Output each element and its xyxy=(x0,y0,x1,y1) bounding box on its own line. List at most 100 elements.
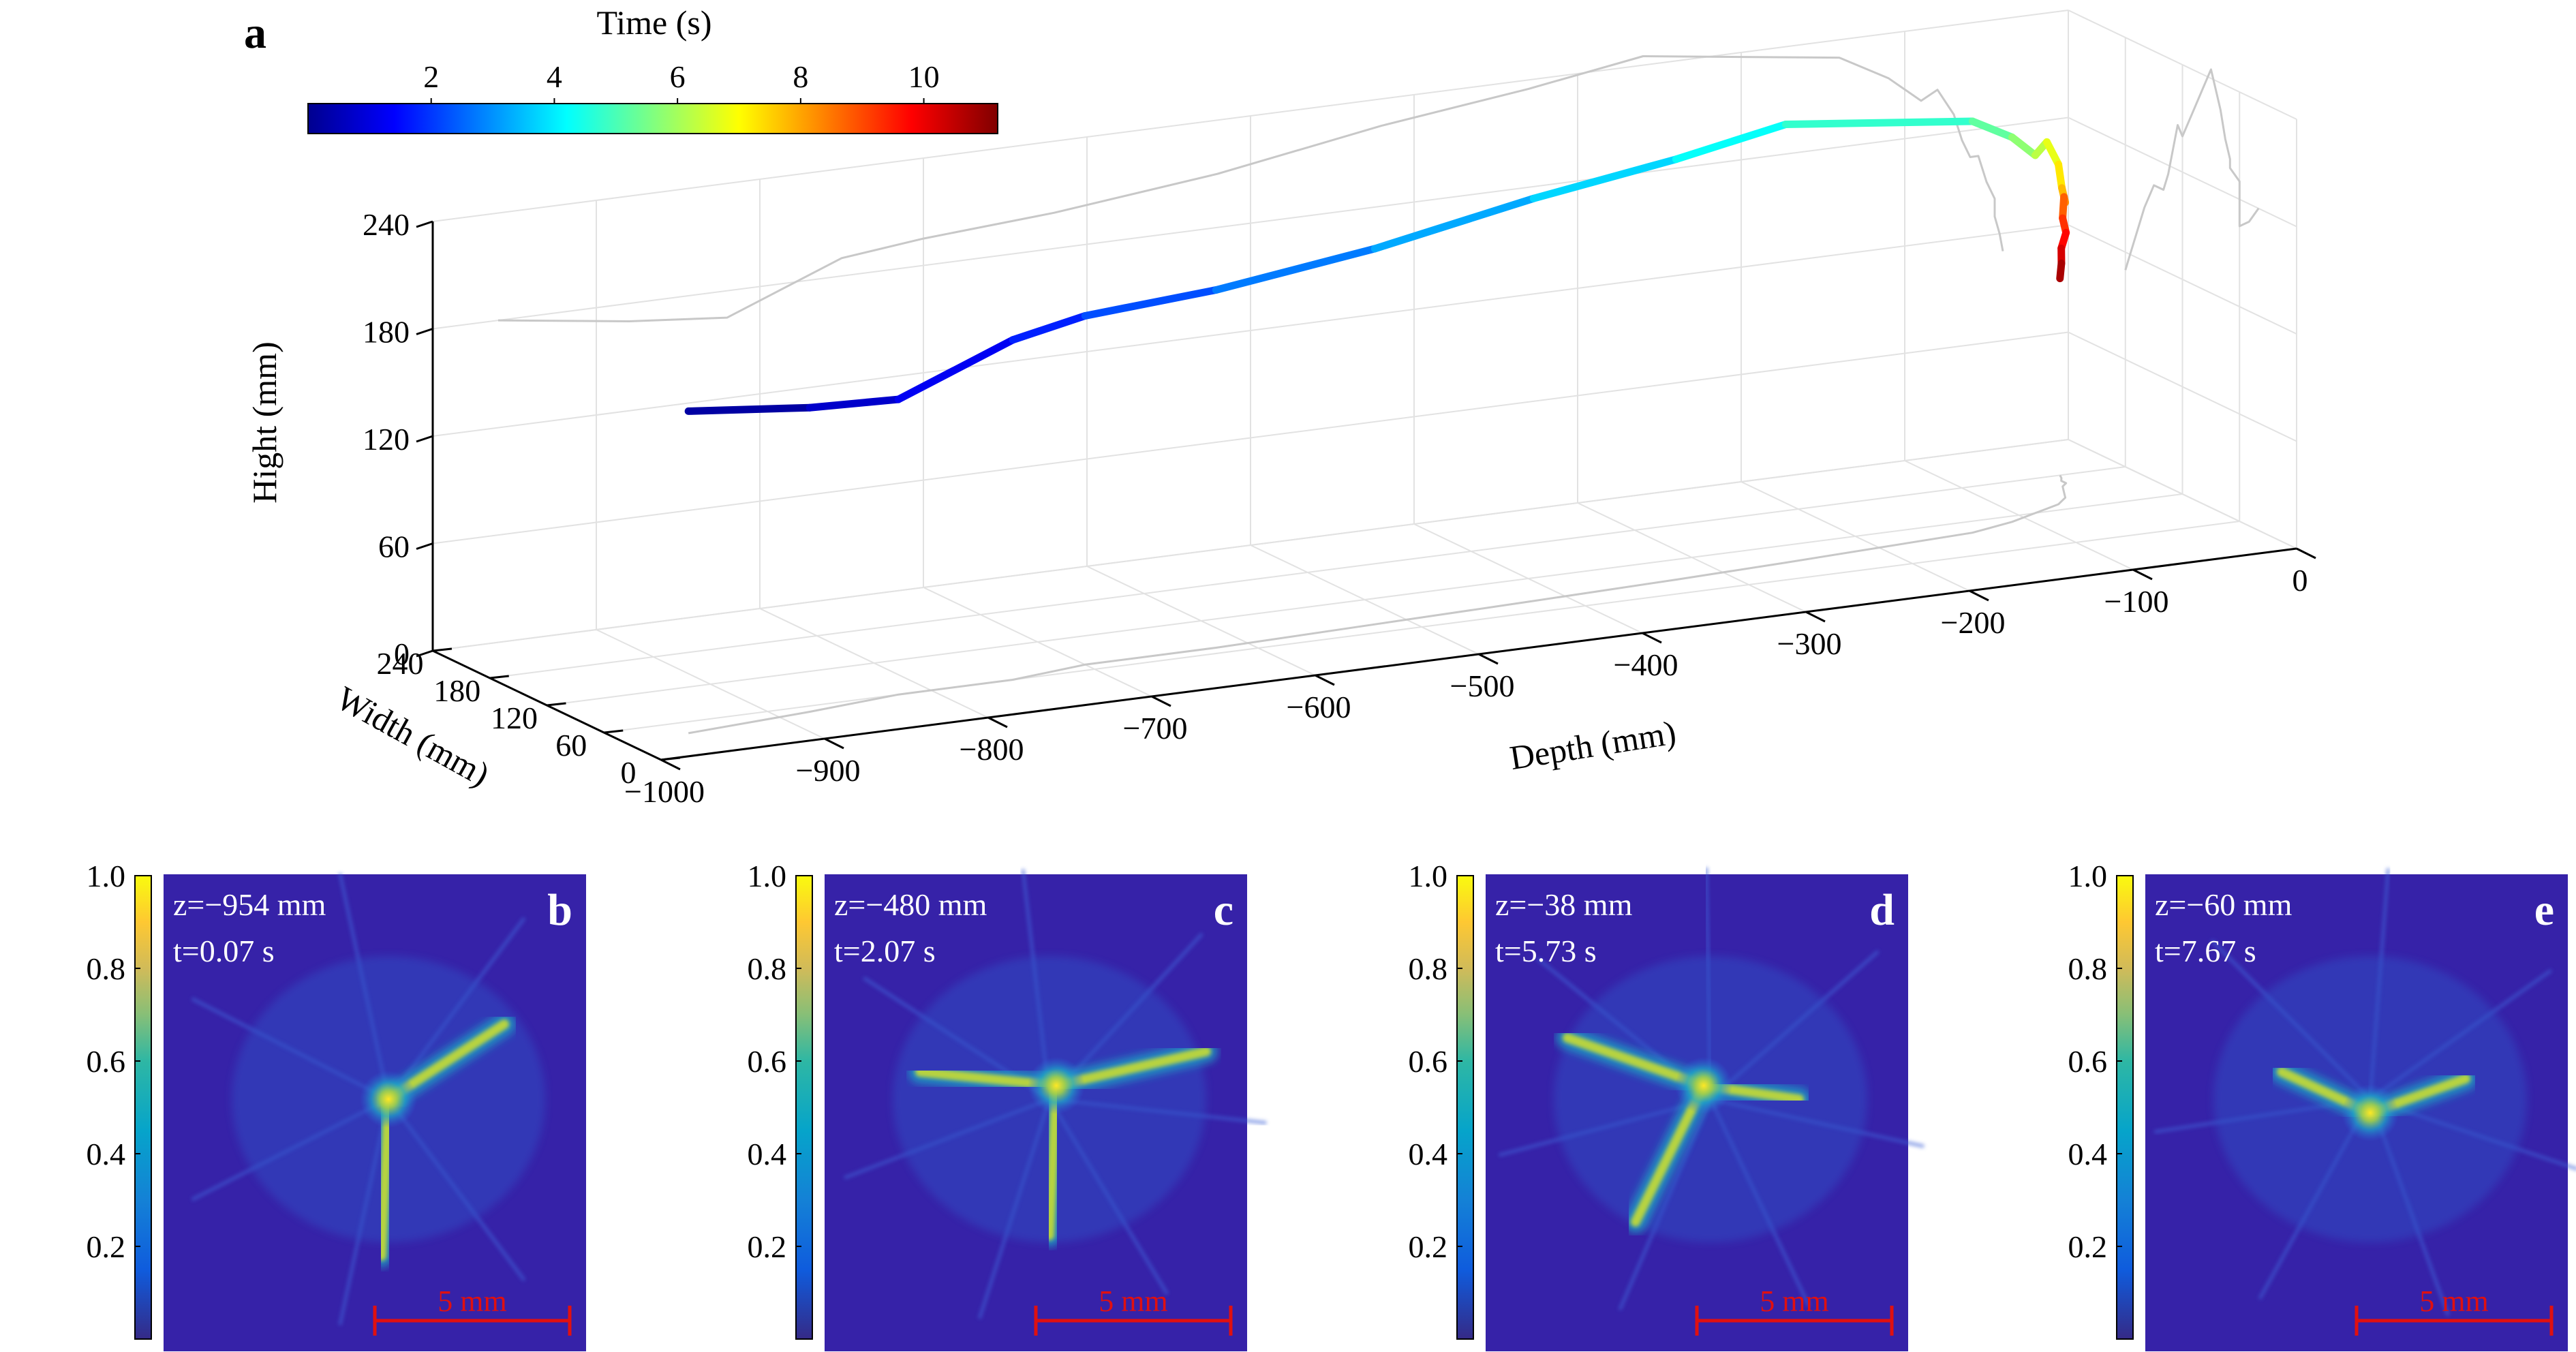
height-tick-label: 120 xyxy=(363,422,410,457)
width-tick-label: 60 xyxy=(555,728,587,763)
trajectory-segment xyxy=(2055,160,2066,192)
colorbar-tick-label: 8 xyxy=(793,59,808,94)
trajectory-shadows xyxy=(497,55,2260,735)
depth-tick xyxy=(660,758,681,771)
grid-line xyxy=(2068,331,2297,442)
panel-d: 1.0 0.8 0.6 0.4 0.2 z=−38 mm t=5.73 s d 5 mm xyxy=(1409,859,1925,1351)
colorbar-ticks: 2 4 6 8 10 xyxy=(423,59,940,104)
depth-tick xyxy=(1642,632,1662,644)
panel-c-colorbar xyxy=(795,875,813,1340)
trajectory-segment xyxy=(1529,155,1680,202)
trajectory-segment xyxy=(2008,133,2039,159)
trajectory-segment xyxy=(1009,311,1089,344)
width-tick xyxy=(489,675,509,679)
colorbar-tick-label: 0.8 xyxy=(87,951,126,986)
depth-tick-label: −300 xyxy=(1777,626,1842,661)
colorbar-tick-label: 0.6 xyxy=(2068,1044,2108,1079)
axes-3d: −1000−900−800−700−600−500−400−300−200−10… xyxy=(363,207,2316,809)
panel-annotation: z=−38 mm xyxy=(1495,887,1633,922)
panel-annotation: t=5.73 s xyxy=(1495,934,1597,968)
depth-tick-label: −500 xyxy=(1450,669,1515,703)
depth-tick xyxy=(1151,695,1171,707)
height-tick xyxy=(416,649,433,658)
panel-c: 1.0 0.8 0.6 0.4 0.2 z=−480 mm t=2.07 s c 5 mm xyxy=(748,859,1267,1351)
depth-tick xyxy=(2296,547,2316,559)
depth-tick xyxy=(987,716,1008,728)
grid-line xyxy=(432,117,2069,330)
colorbar-tick-label: 10 xyxy=(908,59,940,94)
body-core xyxy=(1028,1057,1085,1114)
depth-tick xyxy=(1969,589,1989,602)
trajectory-segment xyxy=(684,403,814,415)
shadow-side-wall xyxy=(2124,68,2260,271)
depth-tick-label: −800 xyxy=(960,732,1024,767)
colorbar-tick-label: 0.2 xyxy=(87,1229,126,1264)
time-colorbar xyxy=(307,103,998,134)
colorbar-tick-label: 0.4 xyxy=(2068,1137,2108,1171)
depth-tick xyxy=(824,737,844,750)
panel-annotation: t=2.07 s xyxy=(834,934,936,968)
colorbar-tick-label: 0.6 xyxy=(748,1044,787,1079)
width-tick xyxy=(604,729,624,734)
panel-a: a Time (s) 2 4 6 8 10 −1000−900−800−700−600−… xyxy=(244,3,2316,809)
colorbar-tick-label: 0.8 xyxy=(1409,951,1448,986)
colorbar-tick-label: 0.6 xyxy=(1409,1044,1448,1079)
height-tick xyxy=(416,435,433,443)
colorbar-tick-label: 0.8 xyxy=(748,951,787,986)
depth-tick-label: −400 xyxy=(1614,647,1678,682)
body-core xyxy=(2342,1084,2399,1141)
shadow-floor xyxy=(688,474,2068,735)
y-axis-label: Depth (mm) xyxy=(1507,713,1679,777)
panel-d-colorbar xyxy=(1456,875,1474,1340)
trajectory-segment xyxy=(1081,286,1220,320)
panel-letter-d: d xyxy=(1869,885,1895,935)
depth-tick-label: −900 xyxy=(796,753,861,788)
panel-letter-a: a xyxy=(244,8,266,58)
depth-tick-label: −700 xyxy=(1123,711,1188,746)
z-axis-label: Hight (mm) xyxy=(245,341,283,503)
depth-tick-label: −600 xyxy=(1287,690,1351,724)
trajectory-segment xyxy=(1370,194,1537,253)
trajectory-segment xyxy=(2043,138,2063,168)
panel-e: 1.0 0.8 0.6 0.4 0.2 z=−60 mm t=7.67 s e 5 mm xyxy=(2068,859,2576,1351)
grid-line xyxy=(432,224,2069,437)
scale-bar-label: 5 mm xyxy=(1099,1285,1167,1318)
colorbar-tick-label: 4 xyxy=(547,59,562,94)
trajectory-segment xyxy=(806,395,902,412)
colorbar-tick-label: 0.4 xyxy=(748,1137,787,1171)
depth-tick xyxy=(1805,611,1826,623)
colorbar-tick-label: 1.0 xyxy=(87,859,126,893)
height-tick-label: 0 xyxy=(394,636,410,671)
colorbar-tick-label: 0.6 xyxy=(87,1044,126,1079)
height-tick-label: 240 xyxy=(363,207,410,242)
body-core xyxy=(1675,1057,1732,1114)
panel-annotation: z=−60 mm xyxy=(2155,887,2293,922)
grid-line xyxy=(432,331,2069,544)
panel-annotation: t=0.07 s xyxy=(173,934,275,968)
depth-tick-label: −200 xyxy=(1941,605,2006,640)
trajectory-segment xyxy=(1968,117,2016,141)
height-tick-label: 60 xyxy=(378,529,410,564)
trajectory-segment xyxy=(894,336,1017,403)
width-tick-label: 0 xyxy=(621,755,637,790)
height-tick-label: 180 xyxy=(363,315,410,350)
panel-b: 1.0 0.8 0.6 0.4 0.2 z=−954 mm t=0.07 s b 5 mm xyxy=(87,859,607,1351)
trajectory-segment xyxy=(1212,245,1379,294)
colorbar-tick-label: 6 xyxy=(670,59,686,94)
colorbar-title: Time (s) xyxy=(596,3,711,42)
colorbar-tick-label: 0.8 xyxy=(2068,951,2108,986)
grid-line xyxy=(547,493,2183,706)
body-core xyxy=(360,1071,417,1128)
panel-e-colorbar xyxy=(2116,875,2134,1340)
height-tick xyxy=(416,542,433,550)
scale-bar-label: 5 mm xyxy=(438,1285,506,1318)
panel-letter-e: e xyxy=(2534,885,2554,935)
grid-line xyxy=(2068,10,2297,120)
colorbar-tick-label: 1.0 xyxy=(748,859,787,893)
grid-line xyxy=(489,466,2126,679)
height-tick xyxy=(416,328,433,335)
depth-tick-label: −100 xyxy=(2104,584,2169,619)
trajectory-segment xyxy=(1672,120,1790,164)
panel-b-colorbar xyxy=(134,875,152,1340)
